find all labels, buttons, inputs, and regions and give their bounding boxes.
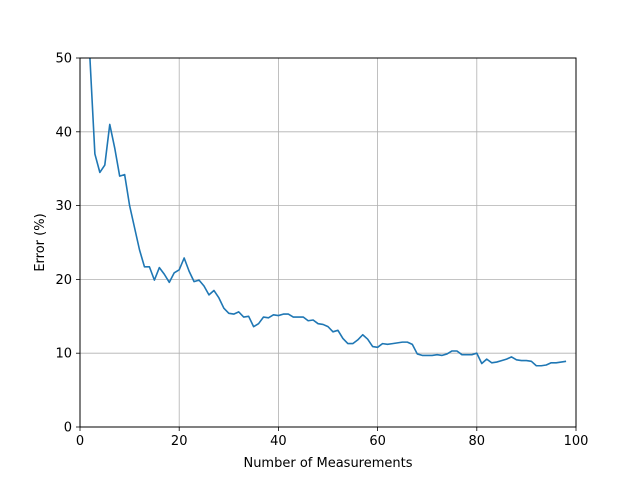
y-tick-label: 0 <box>64 421 72 436</box>
x-tick-label: 80 <box>469 434 486 449</box>
y-tick-label: 30 <box>55 199 72 214</box>
y-tick-label: 10 <box>55 347 72 362</box>
axis-ticks: 0 20 40 60 80 100 0 10 20 30 40 50 <box>55 52 588 450</box>
plot-frame <box>79 57 577 428</box>
x-axis-label: Number of Measurements <box>243 456 412 471</box>
x-tick-label: 20 <box>171 434 188 449</box>
x-tick-label: 40 <box>270 434 287 449</box>
x-tick-label: 60 <box>369 434 386 449</box>
y-tick-label: 20 <box>55 273 72 288</box>
y-tick-label: 40 <box>55 125 72 140</box>
series-layer <box>89 57 567 367</box>
x-tick-label: 0 <box>76 434 84 449</box>
y-tick-label: 50 <box>55 52 72 67</box>
x-tick-label: 100 <box>564 434 589 449</box>
error-series-line <box>89 57 567 367</box>
y-axis-label: Error (%) <box>33 213 48 271</box>
